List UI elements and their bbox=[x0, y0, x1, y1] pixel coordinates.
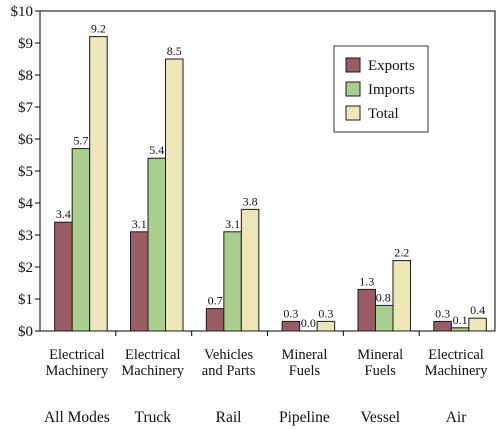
bar-total bbox=[89, 36, 108, 332]
y-tick-label: $9 bbox=[18, 36, 33, 52]
data-label: 0.3 bbox=[318, 306, 333, 320]
bar-total bbox=[240, 208, 260, 332]
bars bbox=[54, 36, 487, 332]
bar-total bbox=[392, 260, 411, 332]
legend-label: Imports bbox=[368, 82, 415, 98]
mode-label: Rail bbox=[216, 409, 242, 426]
data-label: 3.4 bbox=[56, 207, 71, 221]
category-label: Machinery bbox=[425, 363, 489, 379]
category-label: and Parts bbox=[202, 363, 256, 379]
bar-imports bbox=[147, 157, 166, 332]
category-label: Machinery bbox=[46, 363, 110, 379]
data-label: 5.7 bbox=[73, 134, 88, 148]
y-tick-label: $3 bbox=[18, 228, 33, 244]
category-label: Machinery bbox=[121, 363, 185, 379]
data-label: 0.3 bbox=[435, 306, 450, 320]
data-label: 2.2 bbox=[394, 246, 409, 260]
y-tick-label: $2 bbox=[18, 260, 33, 276]
data-label: 8.5 bbox=[167, 44, 182, 58]
axes: $0 $1 $2 $3 $4 $5 $6 $7 $8 $9 $10 bbox=[11, 4, 496, 340]
bar-exports bbox=[433, 320, 452, 332]
mode-label: Vessel bbox=[360, 409, 400, 426]
data-label: 0.4 bbox=[470, 303, 485, 317]
y-tick-label: $4 bbox=[18, 196, 34, 212]
bar-imports bbox=[223, 231, 242, 332]
mode-labels: All Modes Truck Rail Pipeline Vessel Air bbox=[44, 409, 467, 426]
bar-total bbox=[165, 58, 184, 332]
category-label: Fuels bbox=[289, 363, 321, 379]
data-label: 9.2 bbox=[91, 22, 106, 36]
data-label: 0.7 bbox=[208, 294, 223, 308]
data-label: 0.8 bbox=[376, 290, 391, 304]
bar-exports bbox=[130, 231, 149, 332]
legend-label: Exports bbox=[368, 58, 415, 74]
data-label: 0.3 bbox=[283, 306, 298, 320]
y-tick-label: $10 bbox=[11, 4, 34, 20]
data-labels: 3.45.79.23.15.48.50.73.13.80.30.00.31.30… bbox=[56, 22, 485, 330]
legend-label: Total bbox=[368, 106, 399, 122]
bar-exports bbox=[357, 288, 376, 332]
legend-swatch-imports bbox=[345, 81, 361, 97]
category-label: Mineral bbox=[357, 347, 403, 363]
category-label: Mineral bbox=[281, 347, 327, 363]
category-label: Electrical bbox=[125, 347, 181, 363]
category-label: Electrical bbox=[428, 347, 484, 363]
data-label: 3.1 bbox=[132, 217, 147, 231]
category-label: Fuels bbox=[365, 363, 397, 379]
bar-imports bbox=[375, 304, 394, 332]
mode-label: Air bbox=[446, 409, 468, 426]
category-labels: ElectricalMachineryElectricalMachineryVe… bbox=[46, 347, 489, 379]
bar-total bbox=[316, 320, 336, 332]
mode-label: All Modes bbox=[44, 409, 110, 426]
y-tick-label: $5 bbox=[18, 164, 33, 180]
bar-imports bbox=[71, 148, 91, 332]
bar-exports bbox=[54, 221, 73, 332]
y-tick-label: $0 bbox=[18, 324, 33, 340]
y-tick-label: $6 bbox=[18, 132, 34, 148]
legend-swatch-exports bbox=[345, 57, 361, 73]
mode-label: Truck bbox=[135, 409, 172, 426]
bar-exports bbox=[281, 320, 301, 332]
data-label: 0.0 bbox=[301, 316, 316, 330]
bar-exports bbox=[205, 308, 225, 332]
data-label: 3.1 bbox=[225, 217, 240, 231]
y-tick-label: $1 bbox=[18, 292, 33, 308]
mode-label: Pipeline bbox=[279, 409, 330, 426]
data-label: 1.3 bbox=[359, 274, 374, 288]
data-label: 0.1 bbox=[453, 313, 468, 327]
data-label: 5.4 bbox=[149, 143, 164, 157]
bar-imports bbox=[450, 327, 470, 332]
category-label: Vehicles bbox=[204, 347, 253, 363]
legend: Exports Imports Total bbox=[333, 45, 429, 133]
category-label: Electrical bbox=[49, 347, 105, 363]
data-label: 3.8 bbox=[243, 194, 258, 208]
y-tick-label: $7 bbox=[18, 100, 34, 116]
y-tick-label: $8 bbox=[18, 68, 33, 84]
bar-total bbox=[468, 317, 487, 332]
legend-swatch-total bbox=[345, 105, 361, 121]
